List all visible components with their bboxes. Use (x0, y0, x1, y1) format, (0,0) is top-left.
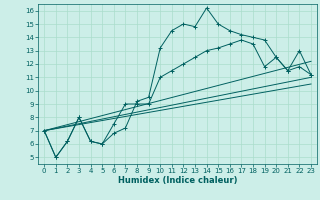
X-axis label: Humidex (Indice chaleur): Humidex (Indice chaleur) (118, 176, 237, 185)
